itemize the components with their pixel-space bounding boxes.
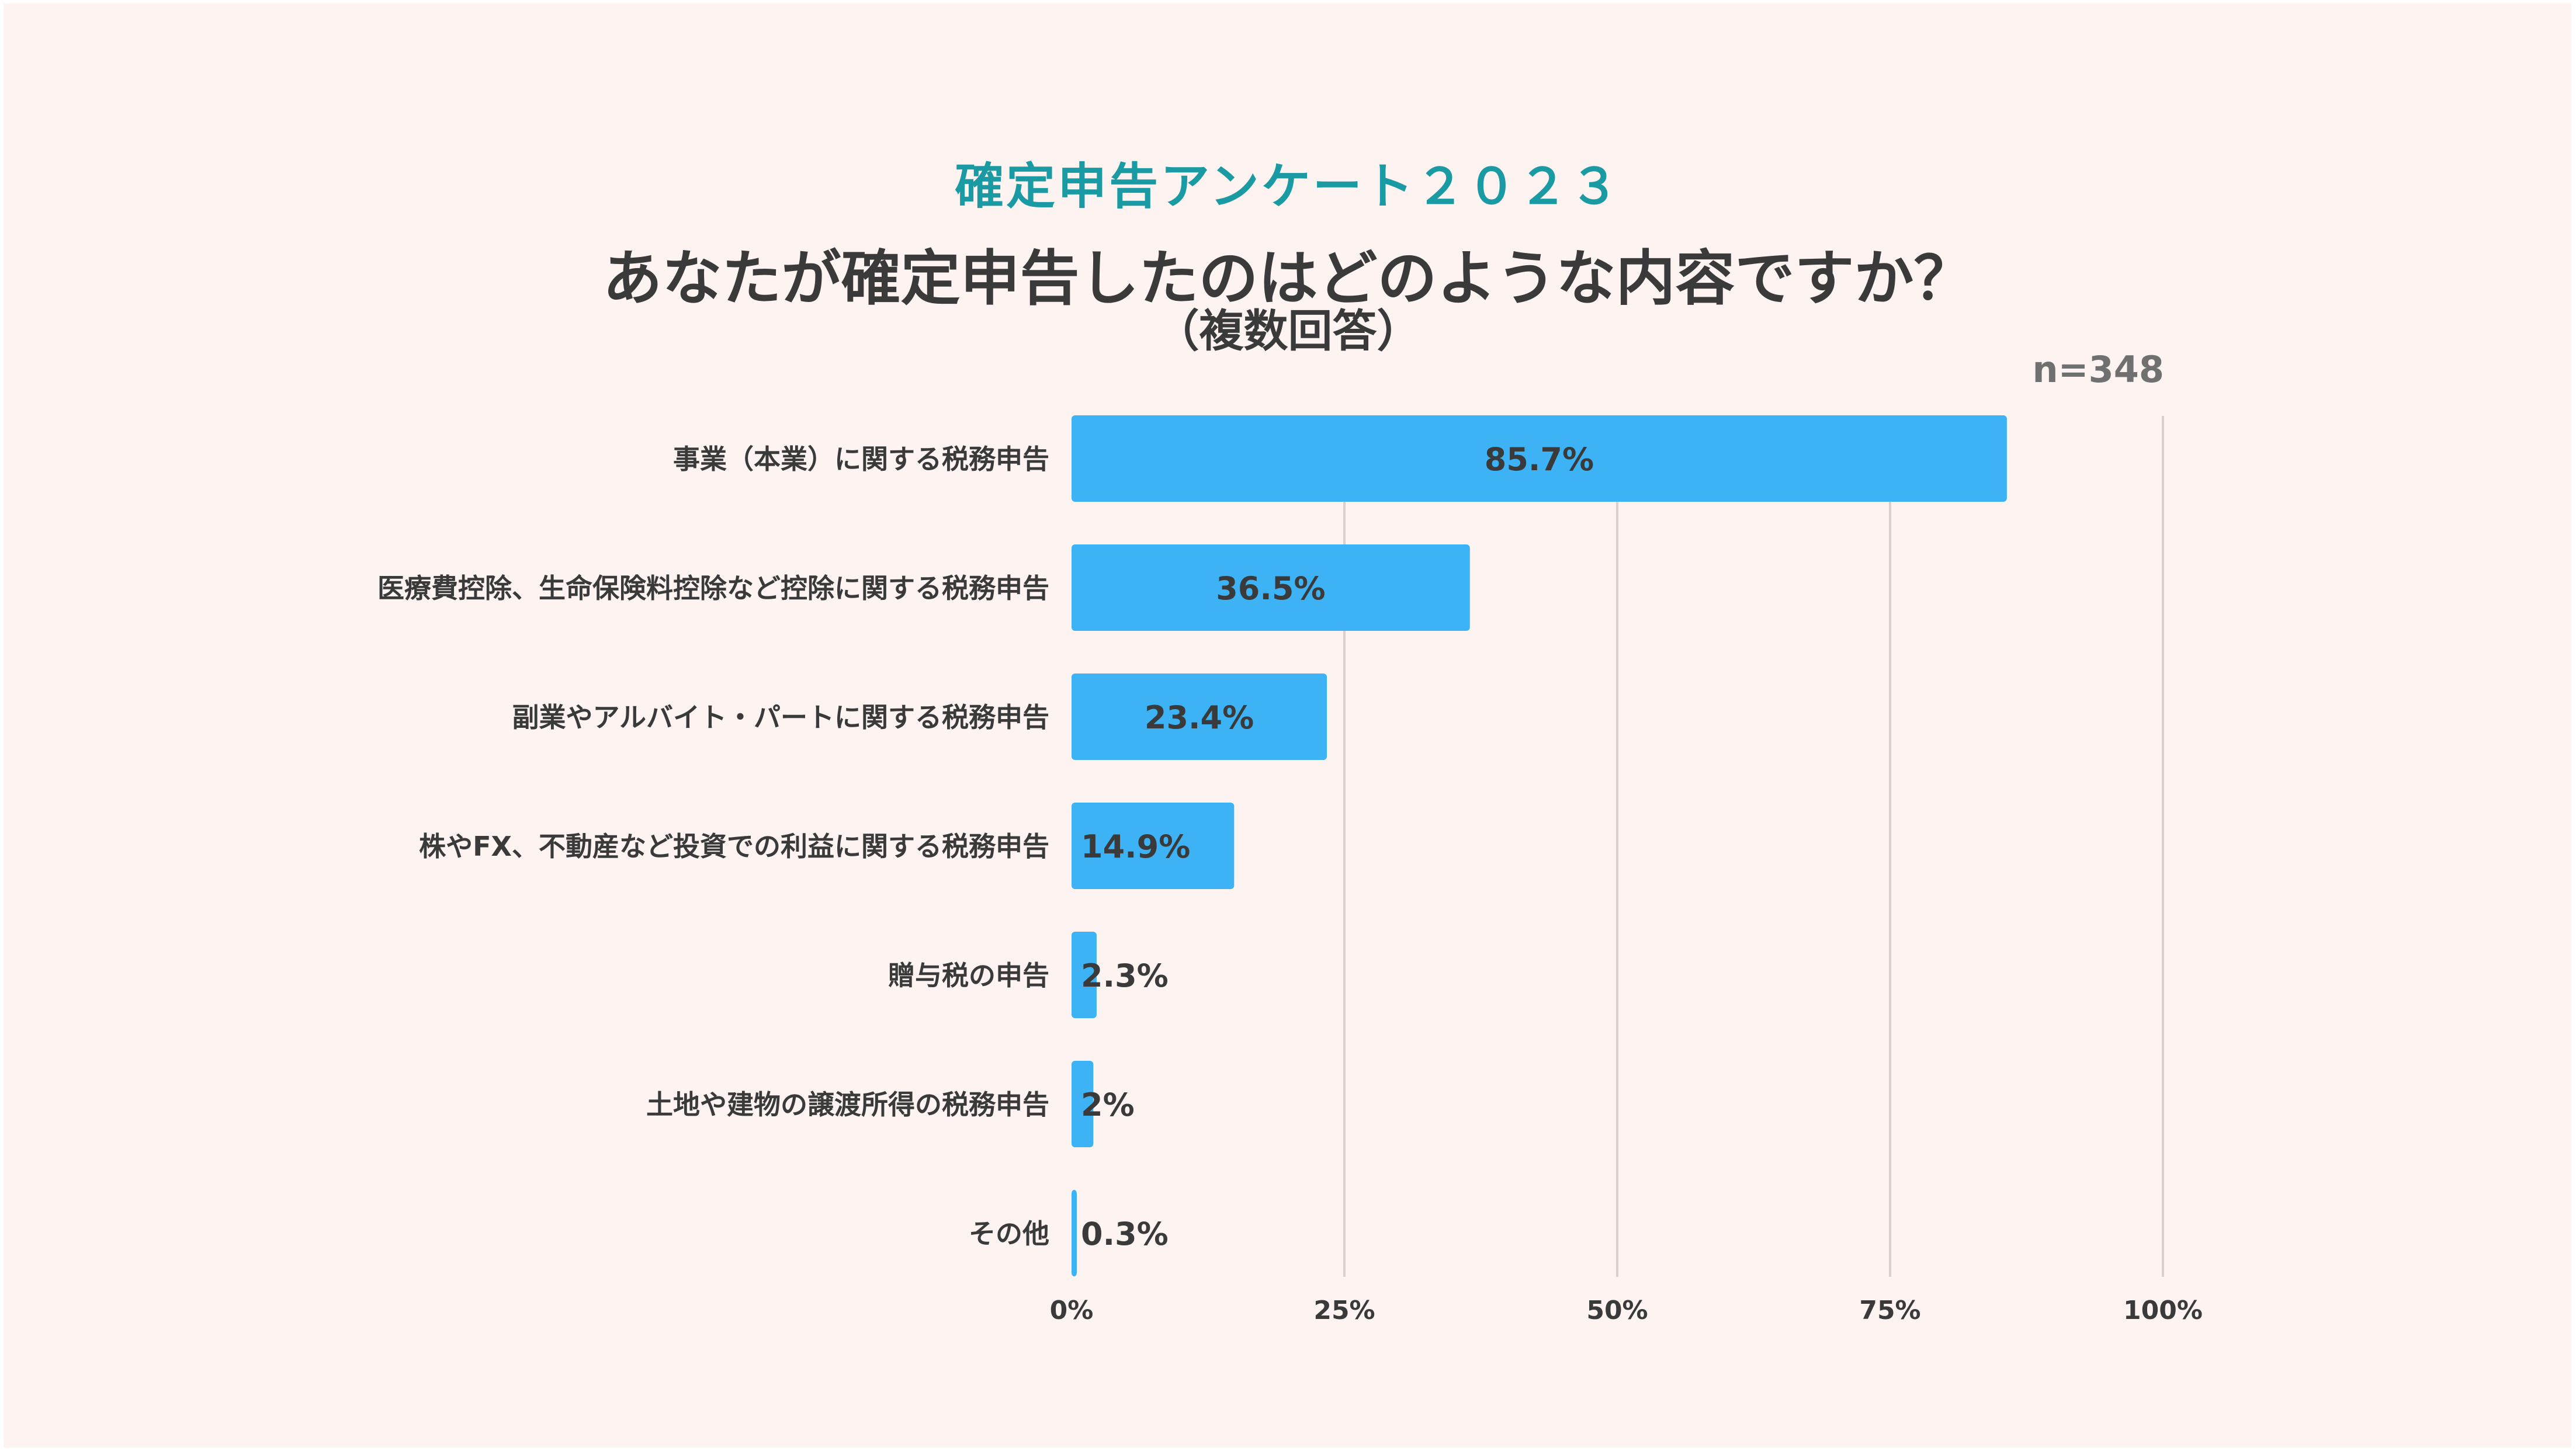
chart-title: あなたが確定申告したのはどのような内容ですか？ (602, 244, 1974, 314)
category-label: 副業やアルバイト・パートに関する税務申告 (512, 702, 1049, 733)
category-label: その他 (969, 1218, 1049, 1249)
category-label: 贈与税の申告 (888, 960, 1049, 991)
x-tick-label: 100% (2123, 1296, 2203, 1325)
category-label: 土地や建物の譲渡所得の税務申告 (646, 1089, 1049, 1120)
category-label: 事業（本業）に関する税務申告 (673, 443, 1049, 475)
x-tick-label: 25% (1313, 1296, 1375, 1325)
data-label: 85.7% (1485, 441, 1594, 478)
bar (1072, 1061, 1094, 1147)
bar (1072, 803, 1235, 889)
bar (1072, 1190, 1077, 1276)
sample-size-label: n=348 (2032, 348, 2164, 391)
chart-subtitle: 確定申告アンケート２０２３ (955, 158, 1621, 215)
x-tick-label: 75% (1859, 1296, 1920, 1325)
data-label: 23.4% (1145, 699, 1254, 736)
data-label: 2% (1081, 1086, 1135, 1123)
x-tick-label: 50% (1586, 1296, 1648, 1325)
data-label: 14.9% (1081, 828, 1190, 865)
bars (1072, 415, 2007, 1276)
bar (1072, 932, 1097, 1018)
x-tick-label: 0% (1050, 1296, 1094, 1325)
grid-lines (1343, 416, 2164, 1277)
data-label: 36.5% (1216, 570, 1325, 607)
category-label: 株やFX、不動産など投資での利益に関する税務申告 (419, 831, 1049, 862)
bar (1072, 544, 1470, 631)
category-labels: 事業（本業）に関する税務申告医療費控除、生命保険料控除など控除に関する税務申告副… (377, 443, 1049, 1249)
data-label: 2.3% (1081, 957, 1169, 994)
x-axis-ticks: 0% 25% 50% 75% 100% (1050, 1296, 2203, 1325)
bar (1072, 415, 2007, 502)
data-labels: 85.7% 36.5% 23.4% 14.9% 2.3% 2% 0.3% (1081, 441, 1594, 1252)
category-label: 医療費控除、生命保険料控除など控除に関する税務申告 (377, 572, 1049, 604)
bar (1072, 674, 1327, 760)
chart-note: （複数回答） (1154, 305, 1422, 357)
data-label: 0.3% (1081, 1216, 1169, 1252)
